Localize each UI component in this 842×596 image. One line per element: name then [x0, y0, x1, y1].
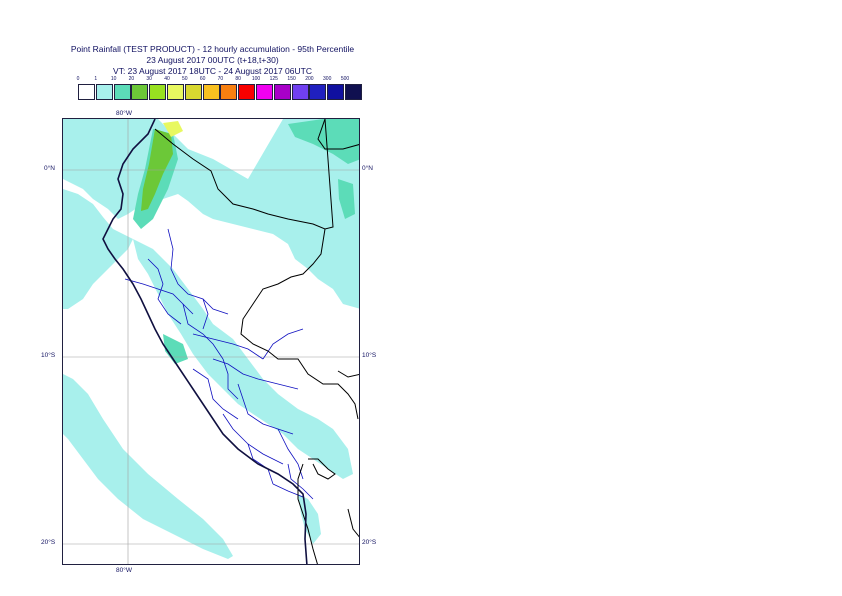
- run-time-label: 23 August 2017 00UTC (t+18,t+30): [146, 55, 279, 65]
- lat-label-right-10s: 10°S: [362, 352, 377, 359]
- legend-color-box: [78, 84, 95, 100]
- legend-threshold-label: 50: [182, 76, 188, 82]
- lat-label-right-20s: 20°S: [362, 539, 377, 546]
- valid-time-label: VT: 23 August 2017 18UTC - 24 August 201…: [113, 66, 312, 76]
- legend-threshold-label: 20: [128, 76, 135, 82]
- legend-threshold-label: 80: [235, 76, 241, 82]
- legend-threshold-label: 100: [251, 76, 261, 82]
- legend-color-box: [238, 84, 256, 100]
- lon-label-bottom: 80°W: [116, 567, 132, 574]
- legend-color-box: [113, 84, 131, 100]
- legend-color-box: [309, 84, 327, 100]
- legend-color-box: [256, 84, 273, 100]
- legend-threshold-label: 200: [305, 76, 314, 82]
- coastline: [102, 119, 308, 564]
- legend-threshold-label: 125: [269, 76, 278, 82]
- lon-label-top: 80°W: [116, 110, 132, 117]
- legend-threshold-label: 150: [287, 76, 296, 82]
- legend-color-box: [167, 84, 184, 100]
- lat-label-left-10s: 10°S: [41, 352, 56, 359]
- legend-color-box: [184, 84, 202, 100]
- legend-threshold-label: 1: [94, 76, 98, 82]
- legend-threshold-label: 500: [340, 76, 350, 82]
- map-title: Point Rainfall (TEST PRODUCT) - 12 hourl…: [70, 44, 355, 54]
- rain-area-south: [63, 374, 233, 559]
- legend-color-box: [273, 84, 291, 100]
- legend-threshold-label: 30: [146, 76, 152, 82]
- legend-color-box: [149, 84, 167, 100]
- rain-area-moderate-andes: [163, 334, 188, 364]
- rain-area-moderate-northeast: [288, 119, 359, 164]
- lat-label-left-20s: 20°S: [41, 539, 56, 546]
- rain-area-andes: [133, 239, 353, 479]
- legend-color-box: [327, 84, 345, 100]
- rain-area-yellow: [163, 121, 183, 137]
- legend-color-box: [345, 84, 362, 100]
- legend-threshold-label: 40: [164, 76, 170, 82]
- rainfall-shading: [63, 119, 359, 559]
- admin-boundaries: [124, 228, 314, 500]
- legend-threshold-label: 70: [217, 76, 224, 82]
- legend-color-box: [95, 84, 113, 100]
- rain-area-east: [298, 494, 321, 544]
- map-canvas: [63, 119, 359, 564]
- legend-color-box: [220, 84, 238, 100]
- rain-area-west: [63, 189, 133, 309]
- country-borders: [154, 119, 359, 564]
- map-panel: [62, 118, 360, 565]
- lat-label-right-0n: 0°N: [362, 165, 373, 172]
- legend-threshold-label: 300: [323, 76, 332, 82]
- rain-area-moderate-east: [338, 179, 355, 219]
- legend-color-box: [131, 84, 149, 100]
- legend-color-box: [291, 84, 309, 100]
- lat-label-left-0n: 0°N: [44, 165, 55, 172]
- legend-color-box: [202, 84, 220, 100]
- legend-threshold-label: 10: [110, 76, 117, 82]
- legend-threshold-label: 60: [199, 76, 206, 82]
- rain-area-north: [63, 119, 359, 309]
- legend-threshold-label: 0: [76, 76, 80, 82]
